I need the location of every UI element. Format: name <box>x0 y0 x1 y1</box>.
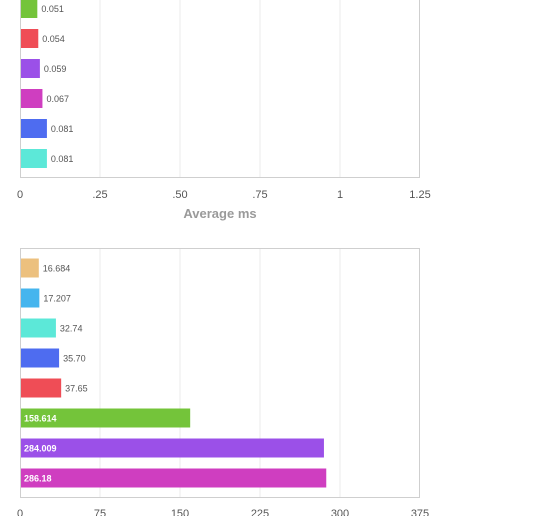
top-tick-label: .75 <box>252 189 267 201</box>
top-bar-label-2: 0.054 <box>42 34 65 44</box>
bottom-bar-8 <box>21 468 327 488</box>
bottom-bar-label-8: 286.18 <box>24 474 52 484</box>
bottom-bar-7 <box>21 438 324 458</box>
bottom-bar-3 <box>21 318 56 338</box>
top-tick-label: .25 <box>92 189 107 201</box>
bottom-tick-label: 375 <box>411 508 429 516</box>
bottom-bar-label-5: 37.65 <box>65 384 88 394</box>
top-bar-2 <box>21 29 39 48</box>
top-bar-5 <box>21 119 47 138</box>
top-tick-label: .50 <box>172 189 187 201</box>
bottom-tick-label: 75 <box>94 508 106 516</box>
bottom-bar-6 <box>21 408 191 428</box>
bottom-bar-4 <box>21 348 60 368</box>
bottom-tick-label: 150 <box>171 508 189 516</box>
bottom-bar-label-2: 17.207 <box>43 294 71 304</box>
bottom-bar-label-4: 35.70 <box>63 354 86 364</box>
top-bar-1 <box>21 0 38 18</box>
bottom-tick-label: 0 <box>17 508 23 516</box>
top-bar-label-5: 0.081 <box>51 124 74 134</box>
top-bar-label-3: 0.059 <box>44 64 67 74</box>
top-bar-label-4: 0.067 <box>46 94 69 104</box>
top-tick-label: 1.25 <box>409 189 430 201</box>
top-bar-3 <box>21 59 40 78</box>
bottom-bar-label-6: 158.614 <box>24 414 57 424</box>
bottom-bar-label-1: 16.684 <box>43 264 71 274</box>
top-bar-4 <box>21 89 43 108</box>
top-tick-label: 0 <box>17 189 23 201</box>
bottom-bar-label-7: 284.009 <box>24 444 57 454</box>
bottom-bar-label-3: 32.74 <box>60 324 83 334</box>
top-tick-label: 1 <box>337 189 343 201</box>
bottom-tick-label: 225 <box>251 508 269 516</box>
bottom-bar-2 <box>21 288 40 308</box>
top-bar-label-1: 0.051 <box>41 4 64 14</box>
top-bar-label-6: 0.081 <box>51 154 74 164</box>
top-x-axis-title: Average ms <box>183 206 256 221</box>
bottom-tick-label: 300 <box>331 508 349 516</box>
top-bar-6 <box>21 149 47 168</box>
bottom-bar-1 <box>21 258 39 278</box>
bottom-bar-5 <box>21 378 62 398</box>
